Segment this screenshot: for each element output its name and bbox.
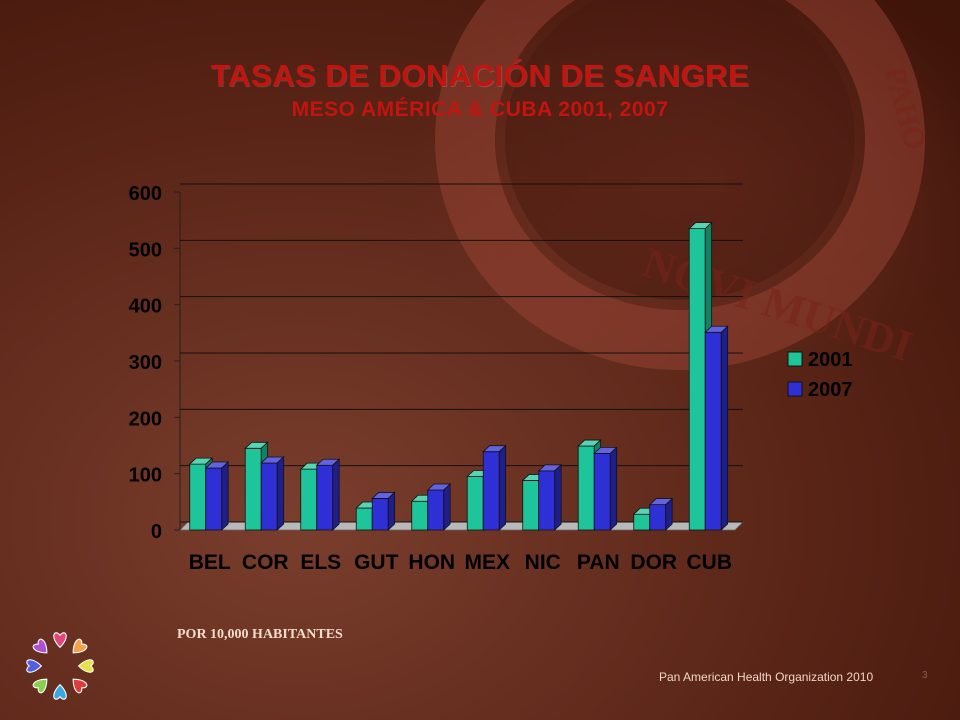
bar-2007-dor <box>649 504 667 531</box>
bar-2001-hon <box>411 500 429 531</box>
bar-2007-hon <box>427 489 445 531</box>
legend-swatch-2001 <box>787 351 803 367</box>
bar-2001-cub <box>688 228 706 531</box>
y-tick-label: 600 <box>129 183 162 205</box>
y-tick-label: 400 <box>129 296 162 318</box>
bar-side-2007-nic <box>554 463 562 531</box>
bar-side-2007-mex <box>498 444 507 531</box>
x-tick-label: ELS <box>300 551 341 574</box>
x-tick-label: BEL <box>189 551 231 574</box>
y-tick-label: 0 <box>151 521 162 543</box>
logo-heart <box>32 678 48 694</box>
bar-side-2007-gut <box>387 491 396 531</box>
bar-2001-mex <box>466 476 484 531</box>
bar-2007-pan <box>593 452 611 531</box>
chart-subtitle: MESO AMÉRICA & CUBA 2001, 2007 <box>291 98 669 121</box>
bar-2007-mex <box>482 451 500 531</box>
logo-heart <box>72 638 88 654</box>
hearts-ring-logo <box>26 632 94 700</box>
x-tick-label: GUT <box>354 551 399 574</box>
legend-label-2001: 2001 <box>808 349 853 371</box>
x-tick-label: CUB <box>687 551 733 574</box>
bar-2007-bel <box>205 467 223 531</box>
x-tick-label: HON <box>408 551 455 574</box>
logo-heart <box>77 659 94 673</box>
bar-side-2007-cor <box>276 456 285 531</box>
bar-2007-els <box>316 464 334 531</box>
bar-side-2007-dor <box>665 497 673 531</box>
y-tick-label: 200 <box>129 408 162 430</box>
units-footnote: POR 10,000 HABITANTES <box>177 627 343 642</box>
x-tick-label: COR <box>242 551 289 574</box>
bar-2007-nic <box>538 470 556 531</box>
legend-swatch-2007 <box>787 381 803 397</box>
bar-side-2007-bel <box>221 461 229 531</box>
logo-heart <box>53 683 67 700</box>
x-tick-label: NIC <box>525 551 561 574</box>
logo-heart <box>32 638 48 654</box>
page-number: 3 <box>922 670 928 681</box>
bar-2001-els <box>300 468 318 531</box>
organization-credit: Pan American Health Organization 2010 <box>659 670 874 684</box>
bar-2001-nic <box>522 480 540 531</box>
x-tick-label: DOR <box>630 551 677 574</box>
bar-2007-cor <box>260 462 278 531</box>
bar-side-2007-cub <box>720 325 729 531</box>
bar-2001-pan <box>577 445 595 531</box>
logo-heart <box>53 632 67 649</box>
bar-2001-cor <box>244 447 262 531</box>
bar-2001-bel <box>189 463 207 531</box>
x-tick-label: MEX <box>464 551 510 574</box>
x-tick-label: PAN <box>577 551 620 574</box>
bar-2001-dor <box>633 513 651 531</box>
logo-heart <box>72 678 88 694</box>
bar-side-2007-els <box>332 458 340 531</box>
bar-side-2007-hon <box>443 483 451 531</box>
bar-2001-gut <box>355 507 373 531</box>
bar-2007-gut <box>371 498 389 531</box>
y-tick-label: 100 <box>129 465 162 487</box>
y-tick-label: 500 <box>129 239 162 261</box>
chart-title: TASAS DE DONACIÓN DE SANGRE <box>210 58 750 93</box>
y-tick-label: 300 <box>129 352 162 374</box>
legend-label-2007: 2007 <box>808 379 853 401</box>
logo-heart <box>26 659 43 673</box>
bar-2007-cub <box>704 331 722 531</box>
bar-side-2007-pan <box>609 446 618 531</box>
